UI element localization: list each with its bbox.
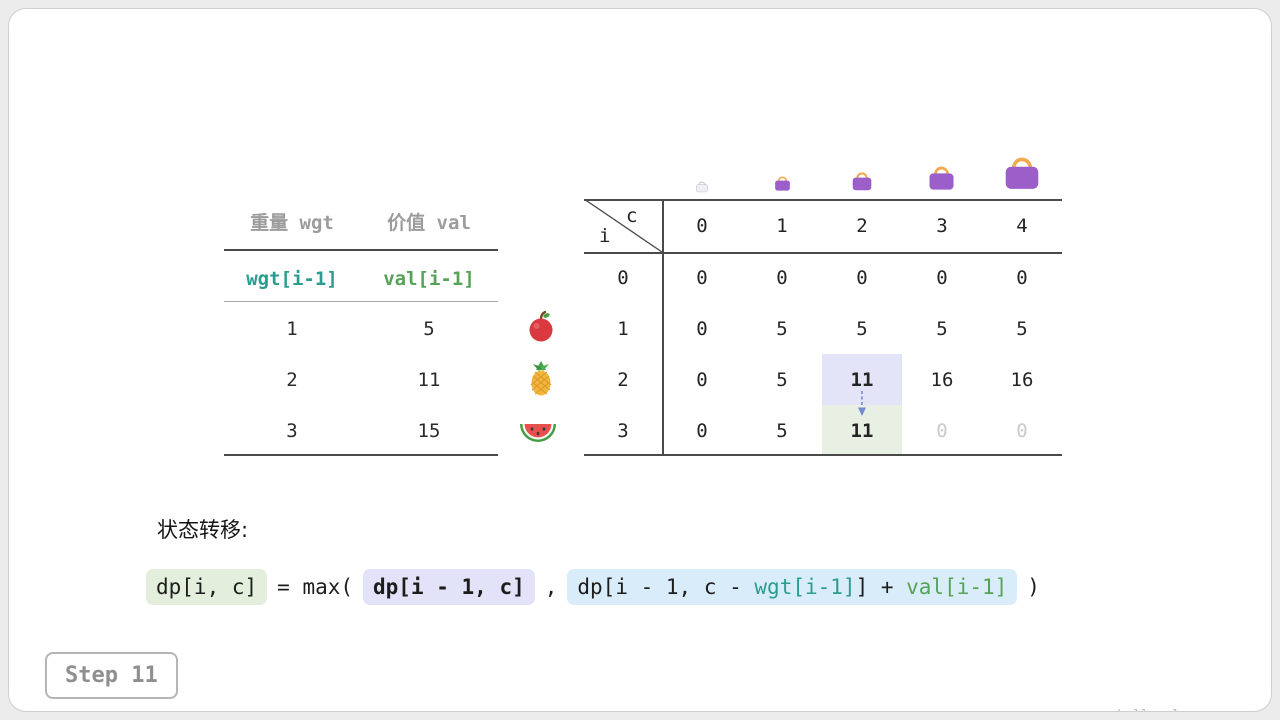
dp-cell-1-4: 5 xyxy=(1016,317,1028,340)
transition-arrow-icon xyxy=(855,390,869,422)
chip-option-keep: dp[i - 1, c] xyxy=(363,569,535,605)
dp-col-header-3: 3 xyxy=(936,214,948,237)
pineapple-icon xyxy=(526,361,556,401)
divider xyxy=(584,252,1062,254)
bag-icon-capacity-1 xyxy=(773,173,792,196)
formula-close-paren: ) xyxy=(1027,575,1040,599)
option-take-mid: ] + xyxy=(855,575,907,599)
dp-cell-2-1: 5 xyxy=(776,368,788,391)
dp-cell-0-0: 0 xyxy=(696,266,708,289)
dp-cell-3-1: 5 xyxy=(776,419,788,442)
dp-row-header-3: 3 xyxy=(617,419,629,442)
dp-corner-col-label: c xyxy=(626,205,638,227)
dp-cell-2-4: 16 xyxy=(1010,368,1034,391)
dp-cell-0-3: 0 xyxy=(936,266,948,289)
items-header-wgt: 重量 wgt xyxy=(250,211,334,234)
dp-cell-0-1: 0 xyxy=(776,266,788,289)
dp-cell-2-3: 16 xyxy=(930,368,954,391)
dp-corner xyxy=(583,198,663,256)
option-take-val: val[i-1] xyxy=(906,575,1008,599)
items-header-val: 价值 val xyxy=(387,211,471,234)
divider xyxy=(584,454,1062,456)
item-weight-cell: 2 xyxy=(286,369,298,391)
watermelon-icon xyxy=(520,415,556,449)
dp-cell-2-2: 11 xyxy=(850,368,874,391)
item-value-cell: 5 xyxy=(423,318,435,340)
chip-option-take: dp[i - 1, c - wgt[i-1]] + val[i-1] xyxy=(567,569,1018,605)
divider xyxy=(584,199,1062,201)
item-weight-cell: 1 xyxy=(286,318,298,340)
dp-col-header-4: 4 xyxy=(1016,214,1028,237)
dp-cell-1-1: 5 xyxy=(776,317,788,340)
divider xyxy=(224,301,498,302)
transition-label: 状态转移: xyxy=(157,518,249,542)
apple-icon xyxy=(525,310,557,347)
bag-icon-capacity-2 xyxy=(850,168,874,196)
bag-icon-capacity-3 xyxy=(926,161,957,196)
dp-cell-3-2: 11 xyxy=(850,419,874,442)
items-formula-wgt: wgt[i-1] xyxy=(246,268,338,290)
divider xyxy=(224,249,498,251)
dp-row-header-0: 0 xyxy=(617,266,629,289)
dp-cell-1-2: 5 xyxy=(856,317,868,340)
dp-cell-0-4: 0 xyxy=(1016,266,1028,289)
figure-card: 重量 wgt 价值 val wgt[i-1] val[i-1] 1 5 2 11… xyxy=(8,8,1272,712)
dp-cell-3-4: 0 xyxy=(1016,419,1028,442)
dp-cell-3-3: 0 xyxy=(936,419,948,442)
dp-corner-row-label: i xyxy=(599,225,611,247)
item-value-cell: 11 xyxy=(417,369,441,391)
dp-cell-2-0: 0 xyxy=(696,368,708,391)
watermark: www.hello-algo.com xyxy=(1086,708,1227,711)
dp-col-header-0: 0 xyxy=(696,214,708,237)
divider xyxy=(224,454,498,456)
dp-cell-3-0: 0 xyxy=(696,419,708,442)
bag-icon-capacity-4 xyxy=(1001,150,1043,196)
chip-dp-current: dp[i, c] xyxy=(146,569,268,605)
dp-col-header-1: 1 xyxy=(776,214,788,237)
item-value-cell: 15 xyxy=(417,420,441,442)
item-weight-cell: 3 xyxy=(286,420,298,442)
option-take-wgt: wgt[i-1] xyxy=(754,575,856,599)
divider xyxy=(662,199,664,456)
formula-comma: , xyxy=(544,575,558,599)
dp-row-header-1: 1 xyxy=(617,317,629,340)
dp-col-header-2: 2 xyxy=(856,214,868,237)
dp-cell-0-2: 0 xyxy=(856,266,868,289)
dp-row-header-2: 2 xyxy=(617,368,629,391)
option-take-prefix: dp[i - 1, c - xyxy=(577,575,755,599)
transition-formula: dp[i, c] = max( dp[i - 1, c] , dp[i - 1,… xyxy=(146,569,1040,605)
bag-icon-capacity-0 xyxy=(695,178,709,197)
items-formula-val: val[i-1] xyxy=(383,268,475,290)
dp-cell-1-3: 5 xyxy=(936,317,948,340)
step-badge: Step 11 xyxy=(45,652,178,699)
formula-eq-max: = max( xyxy=(277,575,354,599)
dp-cell-1-0: 0 xyxy=(696,317,708,340)
